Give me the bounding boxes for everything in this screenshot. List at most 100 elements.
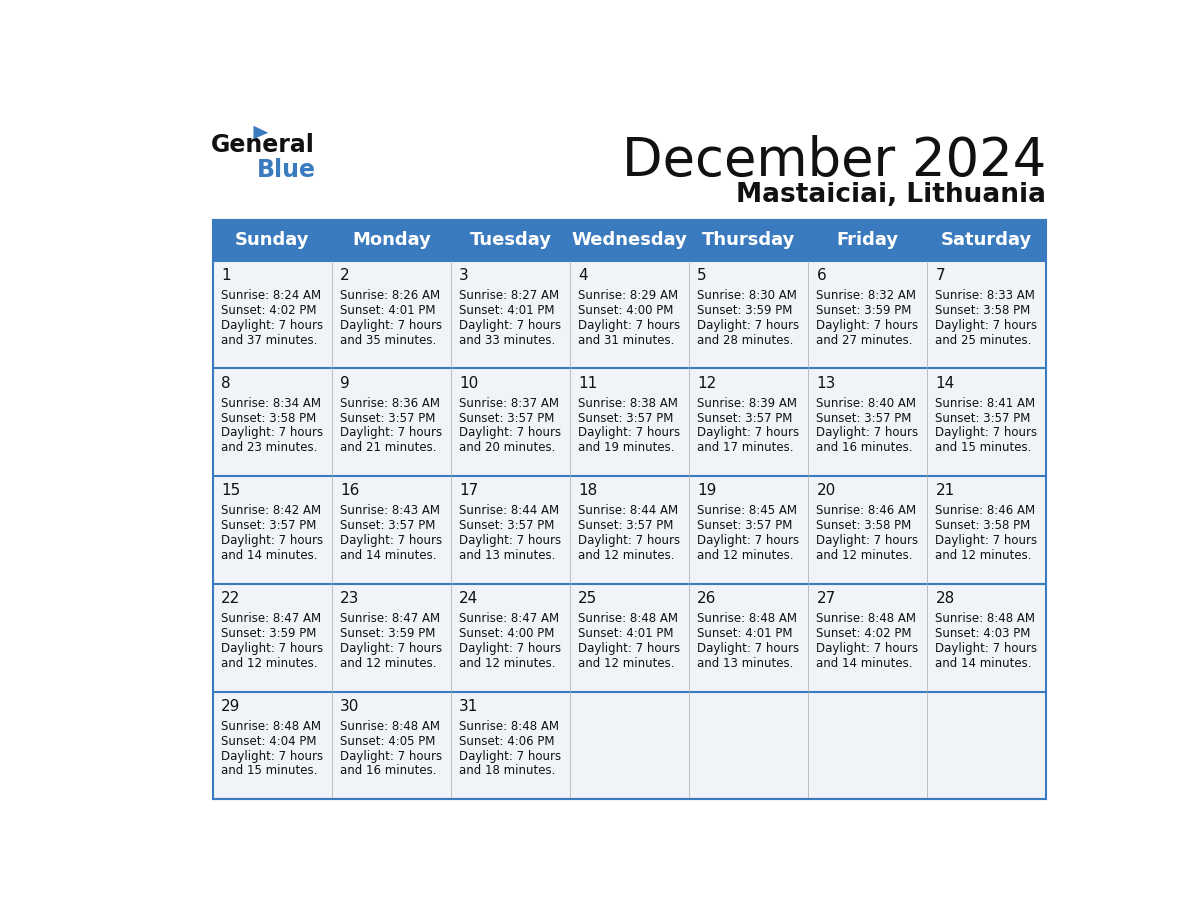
Text: and 12 minutes.: and 12 minutes. (697, 549, 794, 562)
Text: Sunset: 3:57 PM: Sunset: 3:57 PM (221, 520, 317, 532)
Text: Sunset: 4:03 PM: Sunset: 4:03 PM (935, 627, 1031, 640)
Text: 23: 23 (340, 591, 360, 606)
Text: and 14 minutes.: and 14 minutes. (221, 549, 317, 562)
Text: Sunrise: 8:29 AM: Sunrise: 8:29 AM (579, 289, 678, 302)
Bar (570, 368, 689, 476)
Text: Daylight: 7 hours: Daylight: 7 hours (340, 642, 442, 655)
Text: Sunrise: 8:39 AM: Sunrise: 8:39 AM (697, 397, 797, 409)
Bar (689, 691, 808, 800)
Text: Daylight: 7 hours: Daylight: 7 hours (579, 426, 681, 440)
Text: Sunrise: 8:46 AM: Sunrise: 8:46 AM (816, 505, 916, 518)
Text: 21: 21 (935, 483, 955, 498)
Text: and 18 minutes.: and 18 minutes. (460, 765, 556, 778)
Text: Sunset: 4:01 PM: Sunset: 4:01 PM (460, 304, 555, 317)
Polygon shape (253, 126, 268, 140)
Text: Daylight: 7 hours: Daylight: 7 hours (340, 426, 442, 440)
Text: and 20 minutes.: and 20 minutes. (460, 442, 556, 454)
Text: Sunset: 3:59 PM: Sunset: 3:59 PM (697, 304, 792, 317)
Text: Saturday: Saturday (941, 231, 1032, 249)
Text: Daylight: 7 hours: Daylight: 7 hours (460, 642, 562, 655)
Text: Sunrise: 8:48 AM: Sunrise: 8:48 AM (221, 720, 321, 733)
Bar (451, 368, 570, 476)
Text: and 14 minutes.: and 14 minutes. (935, 656, 1032, 670)
Text: Sunset: 3:57 PM: Sunset: 3:57 PM (579, 411, 674, 424)
Text: 11: 11 (579, 375, 598, 390)
Text: and 21 minutes.: and 21 minutes. (340, 442, 437, 454)
Text: Sunset: 3:57 PM: Sunset: 3:57 PM (460, 520, 555, 532)
Text: Sunset: 3:59 PM: Sunset: 3:59 PM (816, 304, 911, 317)
Bar (689, 368, 808, 476)
Text: 16: 16 (340, 483, 360, 498)
Text: Sunset: 3:57 PM: Sunset: 3:57 PM (579, 520, 674, 532)
Bar (808, 584, 927, 691)
Bar (213, 584, 331, 691)
Bar (808, 691, 927, 800)
Bar (213, 476, 331, 584)
Text: Thursday: Thursday (702, 231, 795, 249)
Text: Sunrise: 8:32 AM: Sunrise: 8:32 AM (816, 289, 916, 302)
Text: 12: 12 (697, 375, 716, 390)
Bar (808, 261, 927, 368)
Text: Sunrise: 8:41 AM: Sunrise: 8:41 AM (935, 397, 1036, 409)
Text: Sunset: 3:59 PM: Sunset: 3:59 PM (221, 627, 317, 640)
Text: and 31 minutes.: and 31 minutes. (579, 333, 675, 346)
Bar (451, 261, 570, 368)
Text: Sunday: Sunday (235, 231, 310, 249)
Bar (689, 261, 808, 368)
Text: 31: 31 (460, 699, 479, 713)
Text: 9: 9 (340, 375, 350, 390)
Text: Wednesday: Wednesday (571, 231, 688, 249)
Text: Sunset: 4:00 PM: Sunset: 4:00 PM (579, 304, 674, 317)
Text: Sunrise: 8:43 AM: Sunrise: 8:43 AM (340, 505, 441, 518)
Text: Daylight: 7 hours: Daylight: 7 hours (221, 750, 323, 763)
Text: 17: 17 (460, 483, 479, 498)
Text: Blue: Blue (257, 158, 316, 182)
Text: Sunrise: 8:33 AM: Sunrise: 8:33 AM (935, 289, 1035, 302)
Text: Sunrise: 8:48 AM: Sunrise: 8:48 AM (460, 720, 560, 733)
Text: Sunset: 4:05 PM: Sunset: 4:05 PM (340, 734, 436, 748)
Bar (213, 368, 331, 476)
Text: and 14 minutes.: and 14 minutes. (340, 549, 437, 562)
Bar (927, 691, 1047, 800)
Bar (331, 261, 451, 368)
Text: Sunset: 3:57 PM: Sunset: 3:57 PM (816, 411, 911, 424)
Text: 10: 10 (460, 375, 479, 390)
Text: General: General (211, 133, 315, 157)
Text: Sunrise: 8:48 AM: Sunrise: 8:48 AM (816, 612, 916, 625)
Text: 7: 7 (935, 268, 946, 283)
Text: 27: 27 (816, 591, 835, 606)
Bar (570, 584, 689, 691)
Text: 29: 29 (221, 699, 241, 713)
Bar (331, 584, 451, 691)
Text: and 16 minutes.: and 16 minutes. (816, 442, 912, 454)
Text: 19: 19 (697, 483, 716, 498)
Text: Sunrise: 8:38 AM: Sunrise: 8:38 AM (579, 397, 678, 409)
Text: Daylight: 7 hours: Daylight: 7 hours (460, 750, 562, 763)
Bar (927, 261, 1047, 368)
Text: and 12 minutes.: and 12 minutes. (221, 656, 317, 670)
Text: Daylight: 7 hours: Daylight: 7 hours (816, 534, 918, 547)
Text: 5: 5 (697, 268, 707, 283)
Text: and 19 minutes.: and 19 minutes. (579, 442, 675, 454)
Text: Sunset: 3:57 PM: Sunset: 3:57 PM (340, 520, 436, 532)
Text: 24: 24 (460, 591, 479, 606)
Text: Sunset: 4:04 PM: Sunset: 4:04 PM (221, 734, 317, 748)
Text: 28: 28 (935, 591, 955, 606)
Text: and 28 minutes.: and 28 minutes. (697, 333, 794, 346)
Bar (689, 584, 808, 691)
Bar (213, 219, 1047, 800)
Text: Daylight: 7 hours: Daylight: 7 hours (697, 319, 800, 331)
Text: Sunset: 3:58 PM: Sunset: 3:58 PM (935, 304, 1031, 317)
Text: 22: 22 (221, 591, 240, 606)
Text: Daylight: 7 hours: Daylight: 7 hours (340, 750, 442, 763)
Bar (570, 476, 689, 584)
Text: Sunset: 3:57 PM: Sunset: 3:57 PM (340, 411, 436, 424)
Text: 8: 8 (221, 375, 230, 390)
Bar (331, 691, 451, 800)
Text: 3: 3 (460, 268, 469, 283)
Text: Sunset: 3:58 PM: Sunset: 3:58 PM (221, 411, 316, 424)
Text: and 25 minutes.: and 25 minutes. (935, 333, 1032, 346)
Text: Sunrise: 8:48 AM: Sunrise: 8:48 AM (579, 612, 678, 625)
Text: Daylight: 7 hours: Daylight: 7 hours (697, 642, 800, 655)
Text: Sunset: 3:57 PM: Sunset: 3:57 PM (935, 411, 1031, 424)
